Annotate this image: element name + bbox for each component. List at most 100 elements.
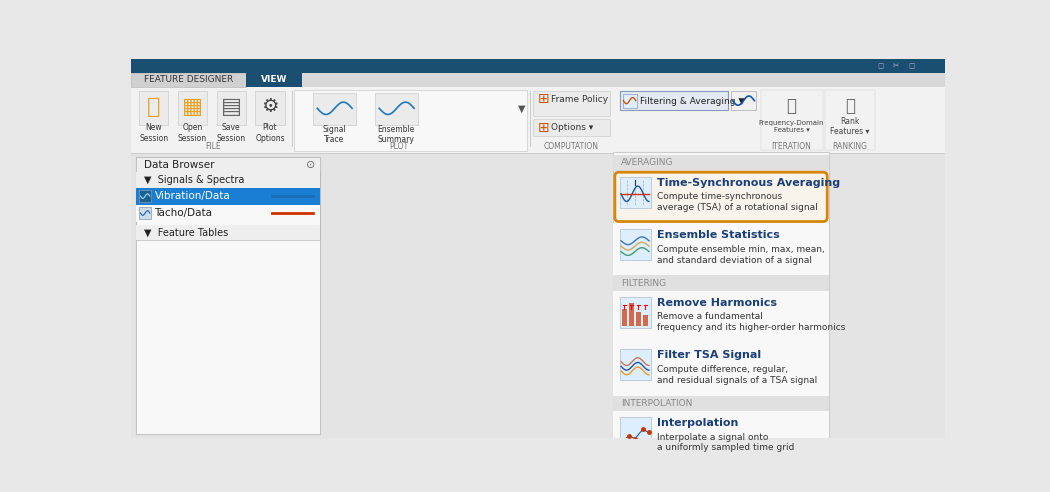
Bar (532, 119, 610, 136)
Bar (177, 92, 207, 125)
Text: FILE: FILE (205, 142, 220, 152)
Bar (376, 93, 418, 125)
Bar (294, 90, 526, 152)
Bar (255, 92, 285, 125)
Text: Compute ensemble min, max, mean,: Compute ensemble min, max, mean, (656, 245, 824, 254)
Bar (731, 92, 756, 110)
Text: Save
Session: Save Session (216, 123, 246, 143)
Text: Compute time-synchronous: Compute time-synchronous (656, 192, 782, 201)
Text: ⚙: ⚙ (261, 97, 278, 116)
Bar (139, 190, 151, 202)
Text: and residual signals of a TSA signal: and residual signals of a TSA signal (656, 375, 817, 385)
Bar (613, 152, 828, 465)
Text: Frequency-Domain
Features ▾: Frequency-Domain Features ▾ (759, 121, 824, 133)
Bar (246, 73, 301, 87)
Text: frequency and its higher-order harmonics: frequency and its higher-order harmonics (656, 323, 845, 332)
Text: Ensemble
Summary: Ensemble Summary (378, 125, 415, 144)
Bar (629, 303, 634, 326)
Text: a uniformly sampled time grid: a uniformly sampled time grid (656, 443, 794, 452)
Text: ＋: ＋ (147, 97, 161, 117)
Bar (135, 205, 320, 221)
Bar (613, 291, 828, 343)
Bar (135, 224, 320, 240)
Text: Options ▾: Options ▾ (551, 123, 593, 132)
Text: FILTERING: FILTERING (621, 278, 666, 288)
Ellipse shape (843, 293, 992, 492)
Text: Time-Synchronous Averaging: Time-Synchronous Averaging (656, 178, 840, 188)
Text: RANKING: RANKING (833, 142, 867, 152)
Text: ▼  Feature Tables: ▼ Feature Tables (144, 227, 228, 237)
Text: COMPUTATION: COMPUTATION (544, 142, 598, 152)
Text: ⊞: ⊞ (538, 121, 550, 135)
Bar (623, 93, 636, 108)
Bar (613, 223, 828, 276)
Text: Interpolation: Interpolation (656, 418, 738, 428)
Text: PLOT: PLOT (390, 142, 408, 152)
Text: AVERAGING: AVERAGING (621, 158, 673, 167)
Text: ▼  Signals & Spectra: ▼ Signals & Spectra (144, 175, 244, 185)
Text: Vibration/Data: Vibration/Data (154, 191, 230, 201)
Text: Compute difference, regular,: Compute difference, regular, (656, 365, 788, 374)
Bar (620, 177, 651, 208)
Bar (643, 315, 648, 326)
Text: 📊: 📊 (844, 97, 855, 115)
Text: ▼: ▼ (518, 103, 526, 113)
Text: ✂: ✂ (892, 62, 900, 70)
Bar (532, 92, 610, 116)
Bar (760, 90, 822, 150)
Bar (135, 187, 320, 205)
Text: Signal
Trace: Signal Trace (322, 125, 347, 144)
Text: Remove Harmonics: Remove Harmonics (656, 298, 777, 308)
Text: New
Session: New Session (140, 123, 168, 143)
Bar (131, 87, 945, 153)
Bar (622, 309, 627, 326)
Bar (613, 276, 828, 291)
FancyBboxPatch shape (615, 172, 827, 221)
Bar (139, 207, 151, 219)
Bar (131, 59, 945, 73)
Bar (139, 92, 168, 125)
Bar (135, 157, 320, 434)
Text: Ensemble Statistics: Ensemble Statistics (656, 230, 779, 241)
Text: ▦: ▦ (182, 97, 203, 117)
Text: Rank
Features ▾: Rank Features ▾ (830, 117, 869, 136)
Bar (131, 154, 945, 438)
Text: ⊙: ⊙ (307, 159, 316, 170)
Bar (620, 297, 651, 328)
Text: Filter TSA Signal: Filter TSA Signal (656, 350, 761, 361)
Bar (131, 73, 246, 87)
Text: ITERATION: ITERATION (772, 142, 812, 152)
Text: Data Browser: Data Browser (144, 159, 214, 170)
Bar (313, 93, 356, 125)
Text: Filtering & Averaging ▼: Filtering & Averaging ▼ (640, 97, 746, 106)
Text: 📊: 📊 (786, 97, 797, 115)
Text: VIEW: VIEW (260, 75, 287, 84)
Text: average (TSA) of a rotational signal: average (TSA) of a rotational signal (656, 203, 818, 212)
Bar (613, 343, 828, 396)
Bar (131, 73, 945, 87)
Bar (620, 92, 728, 110)
Bar (620, 229, 651, 260)
Text: ▤: ▤ (220, 97, 242, 117)
Bar (620, 349, 651, 380)
Bar (131, 153, 945, 154)
Text: ◻: ◻ (908, 62, 915, 70)
Ellipse shape (844, 346, 953, 492)
Text: and standard deviation of a signal: and standard deviation of a signal (656, 255, 812, 265)
Bar (135, 240, 320, 434)
Text: Open
Session: Open Session (177, 123, 207, 143)
Text: Tacho/Data: Tacho/Data (154, 208, 212, 218)
Text: INTERPOLATION: INTERPOLATION (621, 399, 692, 408)
Text: ◻: ◻ (878, 62, 884, 70)
Text: ⊞: ⊞ (538, 92, 550, 106)
Bar (620, 417, 651, 448)
Text: Plot
Options: Plot Options (255, 123, 285, 143)
Bar (636, 312, 642, 326)
Text: Interpolate a signal onto: Interpolate a signal onto (656, 432, 769, 442)
Bar (613, 411, 828, 463)
Bar (613, 396, 828, 411)
Bar (135, 157, 320, 172)
Bar (613, 155, 828, 171)
Text: Frame Policy: Frame Policy (551, 94, 608, 104)
Bar (825, 90, 876, 150)
